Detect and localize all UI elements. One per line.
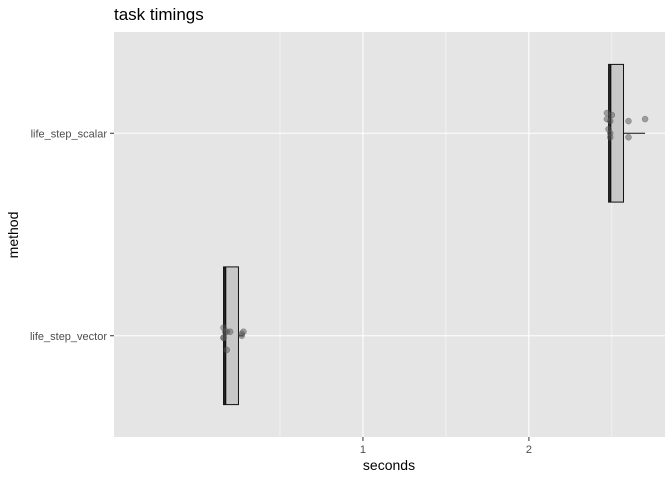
y-tick-label: life_step_vector (30, 331, 107, 343)
data-point (625, 117, 632, 125)
chart-title: task timings (114, 5, 204, 24)
x-tick-label: 1 (360, 444, 366, 456)
major-grid (114, 32, 665, 437)
data-point (238, 330, 246, 337)
data-point (220, 334, 227, 342)
y-tick-label: life_step_scalar (31, 128, 108, 140)
plot-panel (114, 32, 665, 437)
x-tick-label: 2 (526, 444, 532, 456)
jitter-points (220, 109, 649, 354)
data-point (226, 328, 234, 335)
y-axis-title: method (5, 212, 21, 259)
data-point (223, 346, 231, 354)
data-point (606, 117, 614, 125)
data-point (625, 134, 632, 141)
x-axis-title: seconds (363, 457, 415, 473)
data-point (641, 115, 649, 123)
data-point (608, 111, 616, 119)
data-point (606, 134, 614, 141)
y-axis: life_step_vector life_step_scalar (30, 128, 114, 343)
